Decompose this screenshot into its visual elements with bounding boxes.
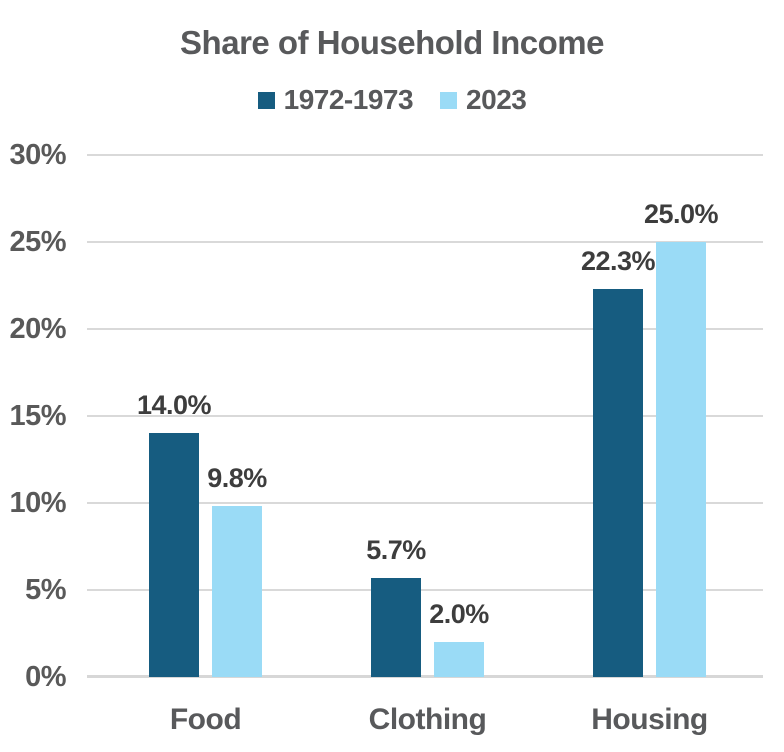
legend-label-2023: 2023: [466, 84, 527, 115]
y-axis-tick-20pct: 20%: [9, 313, 66, 345]
y-axis-tick-0pct: 0%: [25, 661, 66, 693]
legend-item-1972-1973: 1972-1973: [257, 84, 414, 116]
y-axis-tick-30pct: 30%: [9, 139, 66, 171]
category-label-clothing: Clothing: [368, 703, 487, 736]
gridline-0pct: [87, 675, 763, 678]
gridline-25pct: [87, 241, 763, 243]
data-label-2023-food: 9.8%: [207, 463, 267, 494]
data-label-1972-1973-clothing: 5.7%: [366, 534, 426, 565]
bar-2023-housing: [656, 242, 706, 677]
gridline-10pct: [87, 502, 763, 504]
data-label-1972-1973-food: 14.0%: [136, 390, 212, 421]
bar-1972-1973-food: [149, 433, 199, 677]
y-axis-tick-25pct: 25%: [9, 226, 66, 258]
bar-2023-food: [212, 506, 262, 677]
bar-1972-1973-housing: [593, 288, 643, 677]
gridline-20pct: [87, 328, 763, 330]
gridline-15pct: [87, 415, 763, 417]
category-label-food: Food: [169, 703, 242, 736]
y-axis-tick-5pct: 5%: [25, 574, 66, 606]
legend-swatch-2023: [440, 91, 458, 109]
data-label-2023-clothing: 2.0%: [429, 599, 489, 630]
category-label-housing: Housing: [591, 703, 708, 736]
chart-title: Share of Household Income: [180, 24, 604, 61]
bar-2023-clothing: [434, 642, 484, 677]
legend-item-2023: 2023: [440, 84, 527, 116]
legend-swatch-1972-1973: [257, 91, 275, 109]
legend-label-1972-1973: 1972-1973: [283, 84, 414, 115]
y-axis-tick-15pct: 15%: [9, 400, 66, 432]
gridline-5pct: [87, 589, 763, 591]
plot-area: 14.0% 9.8% 5.7% 2.0% 22.3% 25.0%: [87, 154, 763, 678]
gridline-30pct: [87, 154, 763, 156]
bar-1972-1973-clothing: [371, 577, 421, 677]
data-label-1972-1973-housing: 22.3%: [580, 245, 656, 276]
chart-legend: 1972-1973 2023: [0, 84, 784, 116]
data-label-2023-housing: 25.0%: [643, 199, 719, 229]
y-axis-tick-10pct: 10%: [9, 487, 66, 519]
